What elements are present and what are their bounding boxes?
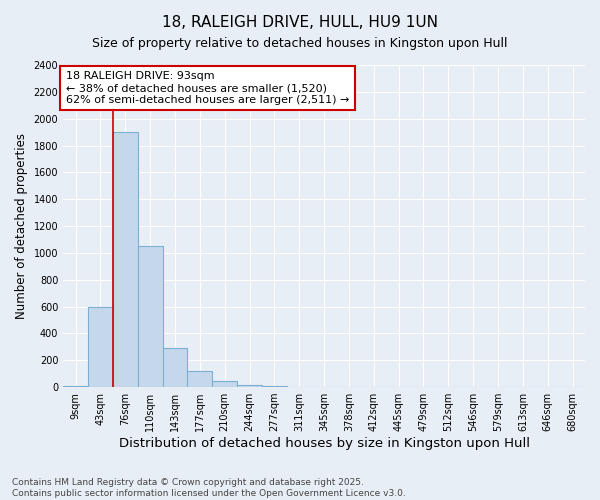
Text: Contains HM Land Registry data © Crown copyright and database right 2025.
Contai: Contains HM Land Registry data © Crown c… — [12, 478, 406, 498]
Bar — [113, 132, 138, 387]
Bar — [237, 384, 262, 387]
Bar — [163, 348, 187, 387]
Bar — [63, 386, 88, 387]
Text: Size of property relative to detached houses in Kingston upon Hull: Size of property relative to detached ho… — [92, 38, 508, 51]
Text: 18 RALEIGH DRIVE: 93sqm
← 38% of detached houses are smaller (1,520)
62% of semi: 18 RALEIGH DRIVE: 93sqm ← 38% of detache… — [66, 72, 349, 104]
Bar — [212, 380, 237, 387]
Y-axis label: Number of detached properties: Number of detached properties — [15, 133, 28, 319]
Bar — [88, 306, 113, 387]
Bar — [187, 371, 212, 387]
Bar — [138, 246, 163, 387]
X-axis label: Distribution of detached houses by size in Kingston upon Hull: Distribution of detached houses by size … — [119, 437, 530, 450]
Bar — [262, 386, 287, 387]
Text: 18, RALEIGH DRIVE, HULL, HU9 1UN: 18, RALEIGH DRIVE, HULL, HU9 1UN — [162, 15, 438, 30]
